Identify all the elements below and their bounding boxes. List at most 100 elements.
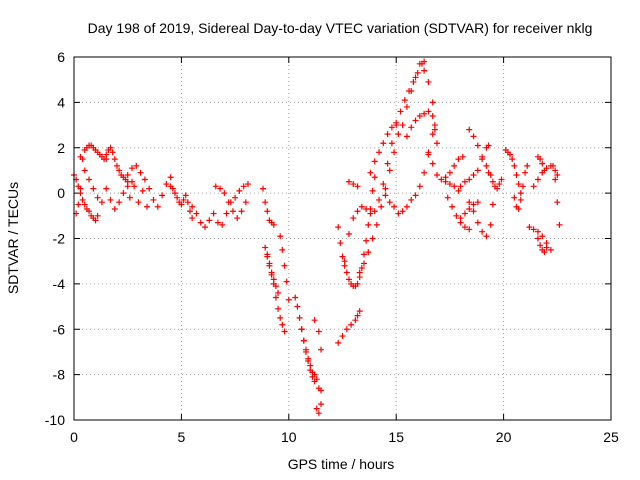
data-point [341, 258, 348, 265]
data-points [71, 58, 563, 417]
data-point [81, 201, 88, 208]
y-tick-label: 2 [57, 140, 65, 156]
data-point [412, 192, 419, 199]
data-point [376, 196, 383, 203]
data-point [451, 183, 458, 190]
data-point [352, 317, 359, 324]
data-point [449, 203, 456, 210]
data-point [75, 201, 82, 208]
data-point [294, 303, 301, 310]
data-point [455, 156, 462, 163]
data-point [416, 112, 423, 119]
data-point [416, 60, 423, 67]
data-point [408, 124, 415, 131]
data-point [307, 362, 314, 369]
data-point [354, 183, 361, 190]
data-point [343, 326, 350, 333]
data-point [552, 176, 559, 183]
data-point [444, 194, 451, 201]
x-tick-label: 5 [178, 429, 186, 445]
series-arc-6 [124, 162, 174, 210]
data-point [150, 196, 157, 203]
data-point [425, 108, 432, 115]
series-arc-24 [367, 119, 400, 176]
data-point [403, 203, 410, 210]
data-point [485, 142, 492, 149]
data-point [410, 78, 417, 85]
data-point [408, 88, 415, 95]
data-point [305, 355, 312, 362]
data-point [431, 126, 438, 133]
data-point [109, 149, 116, 156]
data-point [384, 131, 391, 138]
data-point [466, 126, 473, 133]
data-point [522, 169, 529, 176]
data-point [530, 226, 537, 233]
data-point [498, 176, 505, 183]
data-point [459, 153, 466, 160]
data-point [470, 201, 477, 208]
data-point [335, 339, 342, 346]
data-point [360, 260, 367, 267]
data-point [283, 278, 290, 285]
data-point [345, 178, 352, 185]
data-point [169, 185, 176, 192]
data-point [146, 185, 153, 192]
data-point [403, 103, 410, 110]
data-point [163, 181, 170, 188]
data-point [446, 181, 453, 188]
data-point [277, 314, 284, 321]
data-point [318, 346, 325, 353]
data-point [489, 178, 496, 185]
data-point [174, 194, 181, 201]
series-arc-26 [399, 60, 438, 129]
data-point [369, 187, 376, 194]
series-arc-20 [335, 174, 378, 290]
data-point [264, 253, 271, 260]
data-point [128, 178, 135, 185]
data-point [466, 176, 473, 183]
data-point [107, 196, 114, 203]
data-point [373, 221, 380, 228]
data-point [466, 226, 473, 233]
data-point [408, 196, 415, 203]
data-point [189, 215, 196, 222]
series-arc-22 [356, 131, 402, 276]
data-point [453, 212, 460, 219]
data-point [539, 233, 546, 240]
series-arc-19 [335, 308, 363, 346]
series-arc-42 [550, 162, 563, 228]
x-tick-label: 20 [496, 429, 512, 445]
y-tick-label: -6 [53, 321, 66, 337]
data-point [552, 167, 559, 174]
data-point [300, 337, 307, 344]
data-point [371, 174, 378, 181]
data-point [434, 140, 441, 147]
data-point [120, 190, 127, 197]
data-point [311, 371, 318, 378]
data-point [354, 208, 361, 215]
data-point [391, 203, 398, 210]
data-point [277, 233, 284, 240]
series-arc-30 [442, 153, 466, 181]
data-point [354, 312, 361, 319]
series-arc-28 [425, 149, 462, 194]
series-arc-25 [382, 131, 436, 217]
data-point [318, 387, 325, 394]
data-point [543, 244, 550, 251]
data-point [94, 212, 101, 219]
data-point [416, 183, 423, 190]
data-point [298, 326, 305, 333]
data-point [414, 69, 421, 76]
data-point [135, 199, 142, 206]
series-arc-39 [534, 235, 550, 256]
data-point [275, 289, 282, 296]
data-point [262, 244, 269, 251]
data-point [343, 269, 350, 276]
data-point [244, 181, 251, 188]
data-point [537, 156, 544, 163]
series-arc-40 [530, 162, 561, 190]
data-point [534, 176, 541, 183]
data-point [350, 215, 357, 222]
series-arc-10 [212, 183, 249, 222]
